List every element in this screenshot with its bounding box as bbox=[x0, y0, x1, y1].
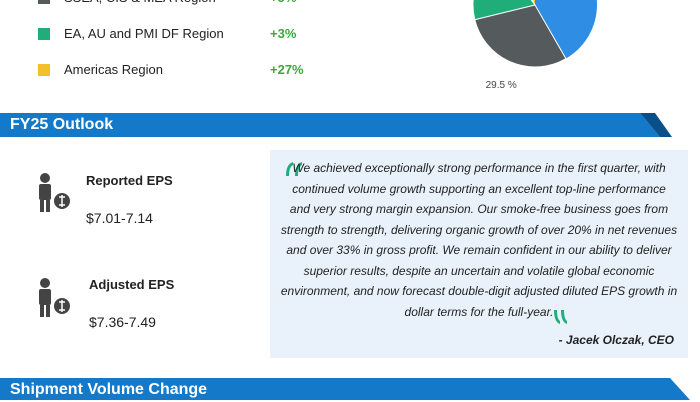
eps-icons bbox=[39, 173, 70, 317]
quote-line: and over 33% in gross profit. We remain … bbox=[286, 243, 672, 257]
eps-icon bbox=[39, 278, 70, 317]
region-change: +5% bbox=[270, 0, 296, 5]
quote-line: We achieved exceptionally strong perform… bbox=[292, 161, 666, 175]
section-title: Shipment Volume Change bbox=[10, 381, 208, 398]
section-bar bbox=[0, 113, 672, 137]
section-title: FY25 Outlook bbox=[10, 116, 114, 133]
legend-swatch bbox=[38, 28, 50, 40]
pie-slice-decor bbox=[535, 0, 597, 59]
legend-swatch bbox=[38, 64, 50, 76]
region-name: SSEA, CIS & MEA Region bbox=[64, 0, 216, 5]
quote-line: continued volume growth supporting an ex… bbox=[292, 181, 666, 196]
quote-author: - Jacek Olczak, CEO bbox=[558, 333, 674, 347]
pie-chart: 18.6 %29.5 % bbox=[472, 0, 597, 91]
eps-icon bbox=[39, 173, 70, 212]
eps-value: $7.36-7.49 bbox=[89, 314, 156, 330]
bar-accent bbox=[640, 113, 672, 137]
region-change: +3% bbox=[270, 26, 297, 41]
pie-slice bbox=[474, 4, 567, 68]
pie-label: 29.5 % bbox=[486, 80, 517, 91]
quote-line: strength to strength, delivering organic… bbox=[280, 222, 678, 237]
quote-line: dollar terms for the full-year. bbox=[404, 304, 554, 319]
bar-shape bbox=[0, 113, 660, 137]
eps-label: Reported EPS bbox=[86, 173, 173, 188]
eps-label: Adjusted EPS bbox=[89, 277, 175, 292]
pie-slice-decor bbox=[533, 0, 535, 5]
quote-line: and very strong margin expansion. Our sm… bbox=[289, 202, 669, 216]
section-bar bbox=[0, 378, 690, 400]
region-name: Americas Region bbox=[64, 62, 163, 77]
legend-swatch bbox=[38, 0, 50, 4]
eps-value: $7.01-7.14 bbox=[86, 210, 153, 226]
region-name: EA, AU and PMI DF Region bbox=[64, 26, 224, 41]
quote-box: We achieved exceptionally strong perform… bbox=[270, 150, 688, 358]
quote-line: environment, and now forecast double-dig… bbox=[280, 284, 678, 298]
region-change: +27% bbox=[270, 62, 304, 77]
close-quote bbox=[554, 310, 567, 324]
quote-line: superior results, despite an uncertain a… bbox=[303, 263, 655, 278]
pie-slice bbox=[472, 0, 536, 21]
open-quote bbox=[286, 162, 302, 176]
